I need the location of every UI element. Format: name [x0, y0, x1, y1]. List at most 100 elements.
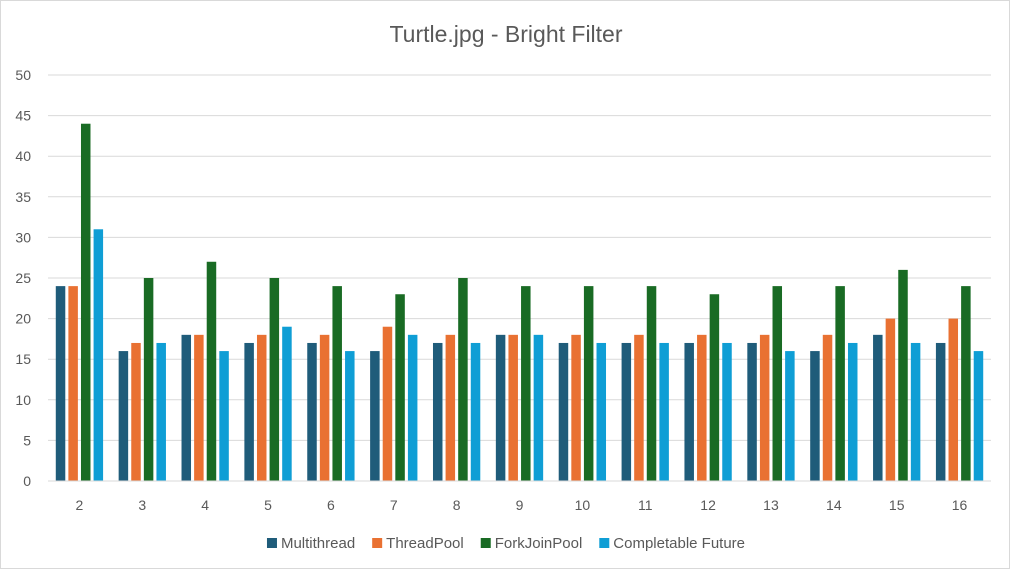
bar-threadpool	[445, 334, 456, 481]
bar-completable-future	[533, 334, 544, 481]
y-tick-label: 50	[15, 67, 31, 83]
bar-threadpool	[822, 334, 833, 481]
bar-multithread	[432, 342, 443, 481]
bar-threadpool	[634, 334, 644, 481]
bar-threadpool	[948, 318, 959, 481]
x-axis-ticks: 2 3 4 5 6 7 8 9 10 11 12 13 14 15 16	[76, 497, 968, 513]
bar-forkjoinpool	[80, 123, 91, 481]
y-tick-label: 20	[15, 311, 31, 327]
bar-forkjoinpool	[835, 286, 845, 481]
x-tick-label: 2	[76, 497, 84, 513]
x-tick-label: 8	[453, 497, 461, 513]
bar-threadpool	[508, 334, 518, 481]
bar-threadpool	[697, 334, 707, 481]
x-tick-label: 7	[390, 497, 398, 513]
x-tick-label: 4	[201, 497, 209, 513]
x-tick-label: 12	[700, 497, 716, 513]
bar-completable-future	[282, 326, 292, 481]
bar-threadpool	[256, 334, 267, 481]
x-tick-label: 14	[826, 497, 842, 513]
legend-label: ForkJoinPool	[495, 535, 583, 552]
x-tick-label: 5	[264, 497, 272, 513]
bar-forkjoinpool	[961, 286, 971, 481]
bar-forkjoinpool	[898, 269, 908, 481]
bar-multithread	[810, 351, 820, 481]
bar-multithread	[181, 334, 192, 481]
bar-completable-future	[345, 351, 355, 481]
y-tick-label: 25	[15, 270, 31, 286]
legend-item: Completable Future	[599, 535, 745, 552]
bar-forkjoinpool	[709, 294, 720, 481]
bar-forkjoinpool	[521, 286, 531, 481]
y-axis-ticks: 0 5 10 15 20 25 30 35 40 45 50	[15, 67, 31, 489]
bar-threadpool	[571, 334, 581, 481]
bar-threadpool	[319, 334, 330, 481]
x-tick-label: 11	[638, 497, 653, 513]
bar-completable-future	[596, 342, 607, 481]
bar-threadpool	[382, 326, 393, 481]
bar-multithread	[935, 342, 946, 481]
bar-completable-future	[659, 342, 669, 481]
bar-threadpool	[194, 334, 204, 481]
bar-completable-future	[156, 342, 166, 481]
bar-completable-future	[973, 351, 984, 481]
bar-forkjoinpool	[269, 278, 280, 481]
y-tick-label: 10	[15, 392, 31, 408]
bar-completable-future	[785, 351, 795, 481]
bar-multithread	[621, 342, 632, 481]
bar-completable-future	[722, 342, 732, 481]
bar-completable-future	[847, 342, 858, 481]
bar-completable-future	[910, 342, 921, 481]
bar-multithread	[244, 342, 254, 481]
legend-swatch	[480, 538, 491, 548]
y-tick-label: 45	[15, 108, 31, 124]
legend-item: ForkJoinPool	[480, 535, 583, 552]
legend-label: Multithread	[281, 535, 355, 552]
bar-threadpool	[885, 318, 896, 481]
legend-swatch	[372, 538, 383, 548]
x-tick-label: 9	[516, 497, 524, 513]
bar-completable-future	[470, 342, 481, 481]
bar-multithread	[55, 286, 66, 481]
bar-multithread	[307, 342, 317, 481]
bars	[55, 123, 984, 481]
bar-completable-future	[93, 229, 104, 481]
x-tick-label: 15	[889, 497, 905, 513]
bar-forkjoinpool	[206, 261, 217, 481]
legend: Multithread ThreadPool ForkJoinPool Complet…	[266, 535, 745, 552]
gridlines	[48, 74, 991, 441]
bar-forkjoinpool	[583, 286, 594, 481]
bar-forkjoinpool	[772, 286, 783, 481]
bar-forkjoinpool	[395, 294, 405, 481]
bar-threadpool	[759, 334, 770, 481]
bar-completable-future	[219, 351, 229, 481]
legend-label: Completable Future	[613, 535, 745, 552]
y-tick-label: 40	[15, 148, 31, 164]
x-tick-label: 13	[763, 497, 779, 513]
bar-forkjoinpool	[332, 286, 342, 481]
bar-multithread	[370, 351, 380, 481]
legend-item: Multithread	[266, 535, 355, 552]
y-tick-label: 30	[15, 229, 31, 245]
x-tick-label: 3	[138, 497, 146, 513]
legend-item: ThreadPool	[372, 535, 464, 552]
bar-multithread	[684, 342, 694, 481]
y-tick-label: 0	[23, 473, 31, 489]
bar-forkjoinpool	[646, 286, 657, 481]
y-tick-label: 35	[15, 189, 31, 205]
bar-multithread	[495, 334, 506, 481]
bar-threadpool	[68, 286, 78, 481]
bar-multithread	[118, 351, 129, 481]
bar-forkjoinpool	[458, 278, 468, 481]
bar-multithread	[873, 334, 883, 481]
bar-multithread	[558, 342, 569, 481]
bar-threadpool	[131, 342, 141, 481]
x-tick-label: 6	[327, 497, 335, 513]
y-tick-label: 5	[23, 432, 31, 448]
legend-label: ThreadPool	[386, 535, 464, 552]
legend-swatch	[266, 538, 277, 548]
chart-title: Turtle.jpg - Bright Filter	[389, 21, 622, 47]
bar-forkjoinpool	[143, 278, 154, 481]
